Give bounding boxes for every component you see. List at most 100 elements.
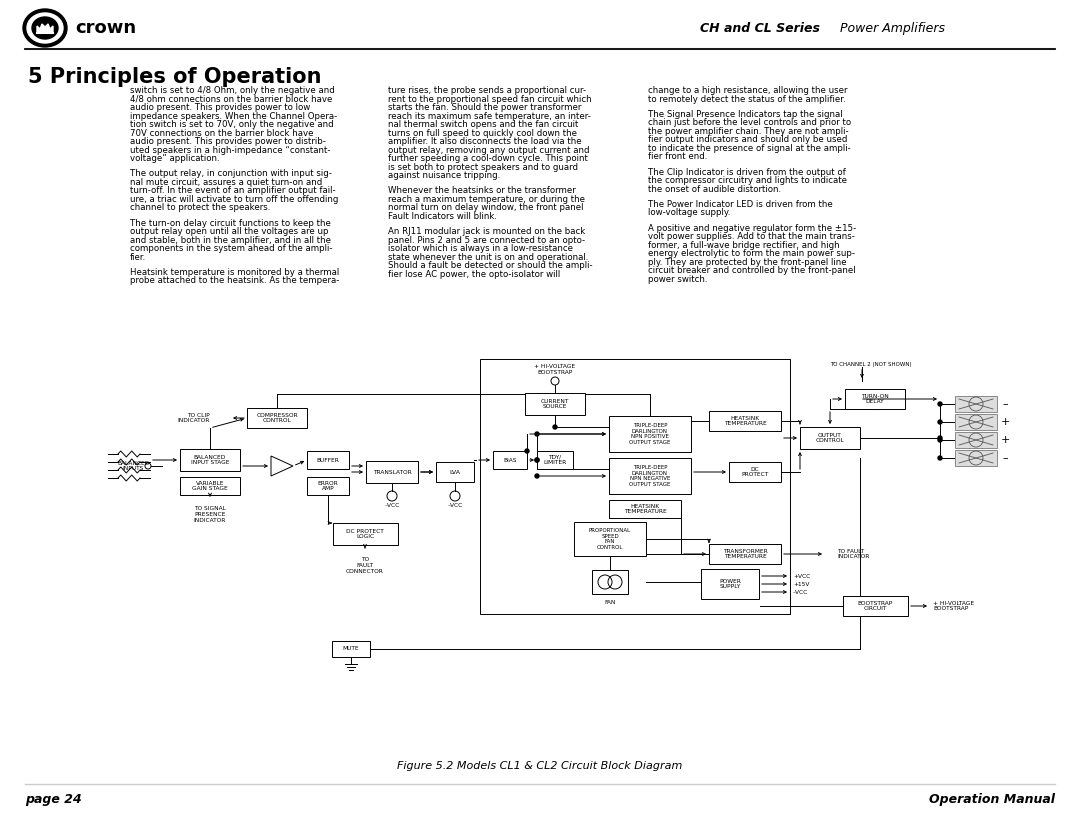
Bar: [701, 569, 759, 599]
Text: PROPORTIONAL
SPEED
FAN
CONTROL: PROPORTIONAL SPEED FAN CONTROL: [589, 528, 631, 550]
Text: MUTE: MUTE: [342, 646, 360, 651]
Text: amplifier. It also disconnects the load via the: amplifier. It also disconnects the load …: [388, 137, 582, 146]
Text: COMPRESSOR
CONTROL: COMPRESSOR CONTROL: [256, 413, 298, 424]
Text: starts the fan. Should the power transformer: starts the fan. Should the power transfo…: [388, 103, 581, 112]
Text: impedance speakers. When the Channel Opera-: impedance speakers. When the Channel Ope…: [130, 112, 337, 120]
Text: The Signal Presence Indicators tap the signal: The Signal Presence Indicators tap the s…: [648, 110, 842, 118]
Text: –VCC: –VCC: [384, 503, 400, 508]
Text: state whenever the unit is on and operational.: state whenever the unit is on and operat…: [388, 253, 589, 262]
Circle shape: [939, 420, 942, 424]
Text: normal turn on delay window, the front panel: normal turn on delay window, the front p…: [388, 203, 583, 213]
Bar: [180, 477, 240, 495]
Text: ply. They are protected by the front-panel line: ply. They are protected by the front-pan…: [648, 258, 847, 267]
Text: Power Amplifiers: Power Amplifiers: [840, 22, 945, 34]
Text: and stable, both in the amplifier, and in all the: and stable, both in the amplifier, and i…: [130, 235, 330, 244]
Text: HEATSINK
TEMPERATURE: HEATSINK TEMPERATURE: [724, 415, 767, 426]
Bar: [955, 450, 997, 466]
Text: probe attached to the heatsink. As the tempera-: probe attached to the heatsink. As the t…: [130, 276, 339, 285]
Bar: [573, 522, 646, 556]
Text: channel to protect the speakers.: channel to protect the speakers.: [130, 203, 270, 213]
Text: rent to the proportional speed fan circuit which: rent to the proportional speed fan circu…: [388, 94, 592, 103]
Circle shape: [535, 458, 539, 462]
Text: volt power supplies. Add to that the main trans-: volt power supplies. Add to that the mai…: [648, 232, 855, 241]
Text: TURN-ON
DELAY: TURN-ON DELAY: [861, 394, 889, 404]
Text: BALANCED
INPUT STAGE: BALANCED INPUT STAGE: [191, 455, 229, 465]
Bar: [708, 411, 781, 431]
Bar: [247, 408, 307, 428]
Text: BALANCED
INPUTS: BALANCED INPUTS: [117, 460, 149, 471]
Text: output relay open until all the voltages are up: output relay open until all the voltages…: [130, 227, 328, 236]
Text: +15V: +15V: [793, 581, 809, 586]
Bar: [307, 451, 349, 469]
Bar: [955, 414, 997, 430]
Text: + HI-VOLTAGE
BOOTSTRAP: + HI-VOLTAGE BOOTSTRAP: [933, 600, 974, 611]
Bar: [842, 596, 907, 616]
Text: 70V connections on the barrier block have: 70V connections on the barrier block hav…: [130, 128, 313, 138]
Bar: [609, 458, 691, 494]
Text: fier.: fier.: [130, 253, 146, 262]
Text: fier lose AC power, the opto-isolator will: fier lose AC power, the opto-isolator wi…: [388, 269, 561, 279]
Text: The turn-on delay circuit functions to keep the: The turn-on delay circuit functions to k…: [130, 219, 330, 228]
Bar: [708, 544, 781, 564]
Text: reach a maximum temperature, or during the: reach a maximum temperature, or during t…: [388, 195, 585, 203]
Text: BOOTSTRAP
CIRCUIT: BOOTSTRAP CIRCUIT: [858, 600, 893, 611]
Circle shape: [553, 425, 557, 429]
Text: fier front end.: fier front end.: [648, 153, 707, 161]
Text: –: –: [1002, 399, 1008, 409]
Text: +: +: [1000, 435, 1010, 445]
Text: energy electrolytic to form the main power sup-: energy electrolytic to form the main pow…: [648, 249, 855, 259]
Text: An RJ11 modular jack is mounted on the back: An RJ11 modular jack is mounted on the b…: [388, 227, 585, 236]
Text: POWER
SUPPLY: POWER SUPPLY: [719, 579, 741, 590]
Bar: [307, 477, 349, 495]
Bar: [955, 396, 997, 412]
Text: audio present. This provides power to distrib-: audio present. This provides power to di…: [130, 137, 326, 146]
Text: page 24: page 24: [25, 793, 82, 806]
Bar: [180, 449, 240, 471]
Text: TDY/
LIMITER: TDY/ LIMITER: [543, 455, 567, 465]
Text: –: –: [1002, 453, 1008, 463]
Bar: [729, 462, 781, 482]
Bar: [845, 389, 905, 409]
Text: uted speakers in a high-impedance “constant-: uted speakers in a high-impedance “const…: [130, 145, 330, 154]
Text: HEATSINK
TEMPERATURE: HEATSINK TEMPERATURE: [623, 504, 666, 515]
Text: ture rises, the probe sends a proportional cur-: ture rises, the probe sends a proportion…: [388, 86, 586, 95]
Text: A positive and negative regulator form the ±15-: A positive and negative regulator form t…: [648, 224, 856, 233]
Text: to indicate the presence of signal at the ampli-: to indicate the presence of signal at th…: [648, 143, 851, 153]
Text: +: +: [1000, 417, 1010, 427]
Text: BIAS: BIAS: [503, 458, 516, 463]
Text: the onset of audible distortion.: the onset of audible distortion.: [648, 184, 781, 193]
Text: crown: crown: [75, 19, 136, 37]
Ellipse shape: [27, 13, 63, 43]
Text: power switch.: power switch.: [648, 274, 707, 284]
Circle shape: [939, 456, 942, 460]
Text: CURRENT
SOURCE: CURRENT SOURCE: [541, 399, 569, 409]
Circle shape: [939, 436, 942, 440]
Text: TRANSLATOR: TRANSLATOR: [373, 470, 411, 475]
Ellipse shape: [32, 17, 58, 39]
Text: the compressor circuitry and lights to indicate: the compressor circuitry and lights to i…: [648, 176, 847, 185]
Bar: [525, 393, 585, 415]
Circle shape: [535, 474, 539, 478]
Text: against nuisance tripping.: against nuisance tripping.: [388, 171, 500, 180]
Text: The Clip Indicator is driven from the output of: The Clip Indicator is driven from the ou…: [648, 168, 846, 177]
Text: ure, a triac will activate to turn off the offending: ure, a triac will activate to turn off t…: [130, 195, 338, 203]
Circle shape: [939, 438, 942, 442]
Text: TO CHANNEL 2 (NOT SHOWN): TO CHANNEL 2 (NOT SHOWN): [831, 362, 912, 367]
Text: ERROR
AMP: ERROR AMP: [318, 480, 338, 491]
Text: panel. Pins 2 and 5 are connected to an opto-: panel. Pins 2 and 5 are connected to an …: [388, 235, 585, 244]
Text: CH and CL Series: CH and CL Series: [700, 22, 820, 34]
Circle shape: [535, 432, 539, 436]
Text: circuit breaker and controlled by the front-panel: circuit breaker and controlled by the fr…: [648, 266, 855, 275]
Text: the power amplifier chain. They are not ampli-: the power amplifier chain. They are not …: [648, 127, 849, 136]
Text: isolator which is always in a low-resistance: isolator which is always in a low-resist…: [388, 244, 573, 253]
Bar: [537, 451, 573, 469]
Text: +VCC: +VCC: [793, 574, 810, 579]
Circle shape: [939, 402, 942, 406]
Text: –VCC: –VCC: [447, 503, 462, 508]
Text: change to a high resistance, allowing the user: change to a high resistance, allowing th…: [648, 86, 848, 95]
Text: BUFFER: BUFFER: [316, 458, 339, 463]
Text: tion switch is set to 70V, only the negative and: tion switch is set to 70V, only the nega…: [130, 120, 334, 129]
Circle shape: [535, 458, 539, 462]
Text: is set both to protect speakers and to guard: is set both to protect speakers and to g…: [388, 163, 578, 172]
Text: 5 Principles of Operation: 5 Principles of Operation: [28, 67, 322, 87]
